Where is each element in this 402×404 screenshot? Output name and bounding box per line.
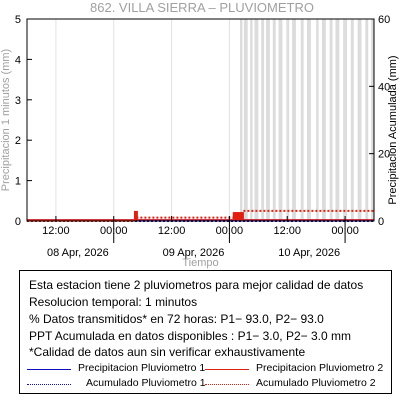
data-gap-band-20 xyxy=(371,19,374,221)
precip-bar-s1-8 xyxy=(241,212,244,221)
info-line-quality-note: *Calidad de datos aun sin verificar exha… xyxy=(29,345,306,359)
y-left-tick-label-2: 2 xyxy=(15,135,21,147)
data-gap-band-2 xyxy=(250,19,253,221)
y-left-tick-label-5: 5 xyxy=(15,14,21,26)
data-gap-band-7 xyxy=(278,19,283,221)
vertical-gridlines xyxy=(55,19,346,221)
y-left-tick-label-4: 4 xyxy=(15,54,21,66)
y-right-tick-label-3: 60 xyxy=(378,14,390,26)
data-gap-band-13 xyxy=(321,19,326,221)
y-right-tick-label-1: 20 xyxy=(378,149,390,161)
precip-bar-s1-7 xyxy=(239,212,243,221)
data-gap-bands xyxy=(240,19,374,221)
legend-swatch-p2-precip xyxy=(205,369,249,370)
data-gap-band-4 xyxy=(261,19,265,221)
x-tick-label-0: 12:00 xyxy=(42,225,70,237)
precip-bar-s1-2 xyxy=(232,212,236,221)
legend-swatch-p1-acum xyxy=(27,384,71,385)
info-box: Esta estacion tiene 2 pluviometros para … xyxy=(19,270,392,394)
y-right-tick-label-2: 40 xyxy=(378,81,390,93)
x-tick-label-4: 12:00 xyxy=(273,225,301,237)
info-line-resolution: Resolucion temporal: 1 minutos xyxy=(29,295,198,309)
precip-bar-s1-6 xyxy=(238,212,242,221)
info-line-pluviometers: Esta estacion tiene 2 pluviometros para … xyxy=(29,278,364,292)
rainfall-chart: 862. VILLA SIERRA – PLUVIOMETRO 0 1 2 3 4 5 0 2… xyxy=(0,0,399,269)
data-gap-band-11 xyxy=(307,19,311,221)
data-gap-band-19 xyxy=(365,19,369,221)
y-right-tick-label-0: 0 xyxy=(378,216,384,228)
legend-label-p1-precip: Precipitacion Pluviometro 1 xyxy=(78,362,206,374)
data-gap-band-14 xyxy=(329,19,333,221)
data-gap-band-0 xyxy=(240,19,243,221)
precip-bar-s1-5 xyxy=(237,212,240,221)
info-line-transmitted: % Datos transmitidos* en 72 horas: P1− 9… xyxy=(29,312,324,326)
data-gap-band-17 xyxy=(350,19,354,221)
plot-frame xyxy=(26,18,375,222)
x-axis-label: Tiempo xyxy=(182,257,218,269)
legend-label-p1-acum: Acumulado Pluviometro 1 xyxy=(86,377,206,389)
date-label-1: 09 Apr, 2026 xyxy=(163,247,225,259)
y-left-tick-label-0: 0 xyxy=(15,216,21,228)
precip-bar-s1-4 xyxy=(235,212,239,221)
legend-label-p2-acum: Acumulado Pluviometro 2 xyxy=(256,377,376,389)
legend-label-p2-precip: Precipitacion Pluviometro 2 xyxy=(256,362,384,374)
y-left-tick-label-3: 3 xyxy=(15,95,21,107)
data-gap-band-5 xyxy=(266,19,270,221)
data-gap-band-9 xyxy=(292,19,296,221)
precip-bar-s1-3 xyxy=(234,212,237,221)
data-gap-band-6 xyxy=(272,19,276,221)
legend-swatch-p2-acum xyxy=(205,384,249,385)
data-gap-band-10 xyxy=(300,19,304,221)
y-axis-left-label: Precipitacion 1 minutos (mm) xyxy=(0,49,12,191)
y-left-tick-label-1: 1 xyxy=(15,176,21,188)
x-tick-label-2: 12:00 xyxy=(158,225,186,237)
precip-bar-s1-0 xyxy=(133,210,137,221)
data-gap-band-1 xyxy=(243,19,248,221)
precip-bar-s1-1 xyxy=(135,210,138,221)
legend-swatch-p1-precip xyxy=(27,369,71,370)
chart-title: 862. VILLA SIERRA – PLUVIOMETRO xyxy=(90,0,314,15)
date-label-2: 10 Apr, 2026 xyxy=(278,247,340,259)
data-gap-band-18 xyxy=(357,19,362,221)
y-axis-right-label: Precipitacion Acumulada (mm) xyxy=(387,55,399,204)
data-gap-band-15 xyxy=(335,19,340,221)
info-line-accumulated: PPT Acumulada en datos disponibles : P1−… xyxy=(29,329,351,343)
data-gap-band-3 xyxy=(254,19,259,221)
data-gap-band-12 xyxy=(316,19,319,221)
accumulated-line-1 xyxy=(27,209,374,222)
date-label-0: 08 Apr, 2026 xyxy=(47,247,109,259)
